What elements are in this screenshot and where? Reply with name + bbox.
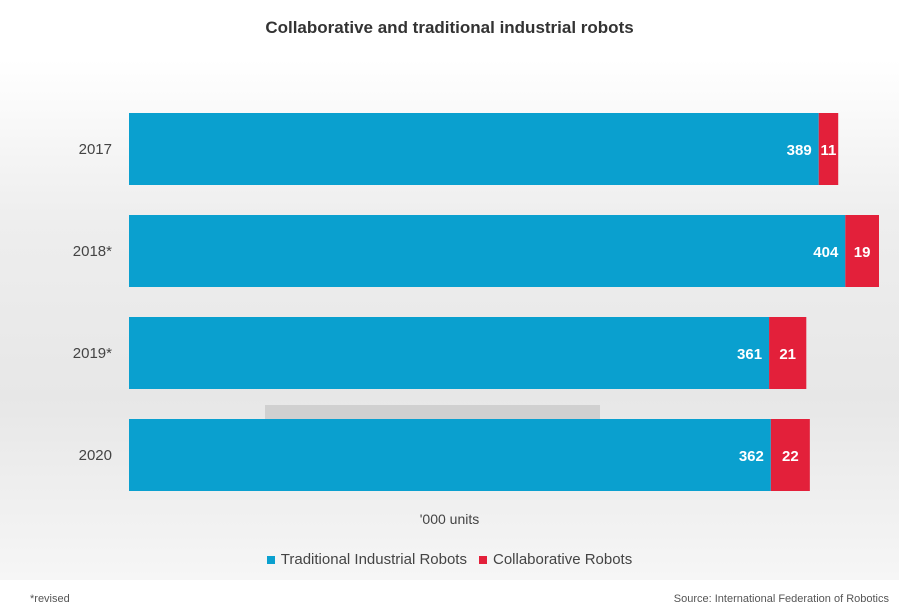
category-label: 2017 [79,141,112,158]
legend-swatch-collaborative [478,555,487,564]
bar-collaborative [769,317,807,389]
category-label: 2020 [79,447,112,464]
legend-item-traditional: Traditional Industrial Robots [266,551,467,568]
legend-label-collaborative: Collaborative Robots [492,551,633,568]
bar-traditional [129,317,770,389]
data-label-collaborative: 11 [821,142,837,159]
legend: Traditional Industrial Robots Collaborat… [0,551,899,568]
bar-collaborative [845,215,879,287]
bar-traditional [129,113,819,185]
footnote: *revised [30,593,70,605]
legend-label-traditional: Traditional Industrial Robots [280,551,467,568]
legend-item-collaborative: Collaborative Robots [478,551,633,568]
chart-title: Collaborative and traditional industrial… [265,18,634,37]
bar-collaborative [770,419,810,491]
category-label: 2018* [73,243,112,260]
source-credit: Source: International Federation of Robo… [673,593,889,605]
data-label-traditional: 361 [737,346,762,363]
bar-traditional [129,215,846,287]
category-label: 2019* [73,345,112,362]
x-axis-label: '000 units [419,511,480,527]
data-label-collaborative: 21 [779,346,796,363]
data-label-collaborative: 22 [782,448,799,465]
legend-swatch-traditional [266,555,275,564]
data-label-collaborative: 19 [854,244,871,261]
data-label-traditional: 362 [739,448,764,465]
bar-traditional [129,419,771,491]
bar-collaborative [818,113,839,185]
data-label-traditional: 389 [787,142,812,159]
data-label-traditional: 404 [813,244,839,261]
